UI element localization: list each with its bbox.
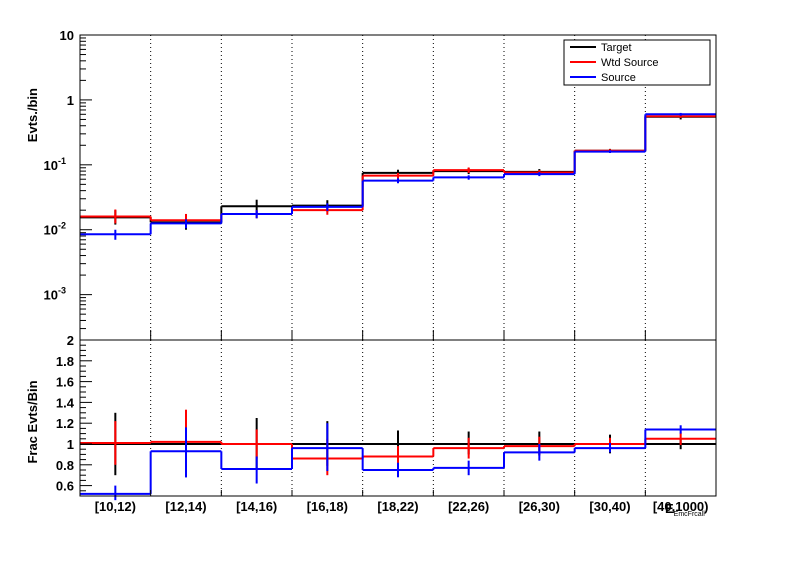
top-y-tick-label: 10-2 — [44, 221, 66, 238]
x-tick-label: [14,16) — [236, 499, 277, 514]
x-tick-label: [16,18) — [307, 499, 348, 514]
x-tick-label: [12,14) — [165, 499, 206, 514]
bottom-y-tick-label: 1 — [67, 437, 74, 452]
legend-entry-target: Target — [601, 42, 632, 54]
x-tick-label: [30,40) — [589, 499, 630, 514]
bottom-series-group — [80, 409, 716, 501]
bottom-series-source — [80, 423, 716, 501]
x-tick-label: [26,30) — [519, 499, 560, 514]
top-x-axis-ticks — [79, 330, 717, 340]
top-y-tick-label-exponent: -2 — [58, 221, 66, 231]
top-y-tick-label-base: 10 — [44, 158, 58, 173]
bottom-y-tick-label: 1.6 — [56, 375, 74, 390]
x-axis-title-main: E — [665, 501, 674, 516]
top-y-tick-label: 10-1 — [44, 156, 66, 173]
legend-entry-wtd-source: Wtd Source — [601, 57, 658, 69]
top-y-axis-title: Evts./bin — [25, 88, 40, 142]
top-y-tick-label-base: 10 — [44, 223, 58, 238]
x-tick-label: [40,1000) — [653, 499, 709, 514]
top-y-tick-label-exponent: -1 — [58, 156, 66, 166]
x-tick-label: [22,26) — [448, 499, 489, 514]
bottom-y-axis-title: Frac Evts/Bin — [25, 380, 40, 463]
bottom-y-tick-label: 1.4 — [56, 395, 75, 410]
top-y-tick-label: 1 — [67, 93, 74, 108]
x-tick-label: [10,12) — [95, 499, 136, 514]
bottom-y-tick-label: 1.2 — [56, 416, 74, 431]
top-y-tick-label: 10-3 — [44, 286, 66, 303]
bottom-panel: 0.6 0.8 1 1.2 1.4 1.6 1.8 2 [10,12) [12,14) [14,1… — [25, 333, 717, 518]
top-series-source — [80, 112, 716, 240]
bottom-y-axis: 0.6 0.8 1 1.2 1.4 1.6 1.8 2 — [56, 333, 92, 497]
x-tick-label: [18,22) — [377, 499, 418, 514]
bottom-x-axis: [10,12) [12,14) [14,16) [16,18) [18,22) [22,2… — [79, 490, 717, 514]
top-y-tick-label-base: 10 — [60, 28, 74, 43]
legend-entry-source: Source — [601, 72, 636, 84]
x-axis-title-subscript: EmcFrcall — [674, 511, 706, 518]
top-y-tick-label-exponent: -3 — [58, 286, 66, 296]
bottom-y-tick-label: 2 — [67, 333, 74, 348]
top-y-tick-label: 10 — [60, 28, 74, 43]
bottom-y-tick-label: 1.8 — [56, 354, 74, 369]
bottom-y-tick-label: 0.8 — [56, 458, 74, 473]
top-y-tick-label-base: 10 — [44, 288, 58, 303]
x-axis-title: EEmcFrcall — [665, 501, 705, 518]
top-series-group — [80, 112, 716, 240]
legend: Target Wtd Source Source — [563, 39, 711, 86]
bottom-y-tick-label: 0.6 — [56, 479, 74, 494]
top-y-tick-label-base: 1 — [67, 93, 74, 108]
